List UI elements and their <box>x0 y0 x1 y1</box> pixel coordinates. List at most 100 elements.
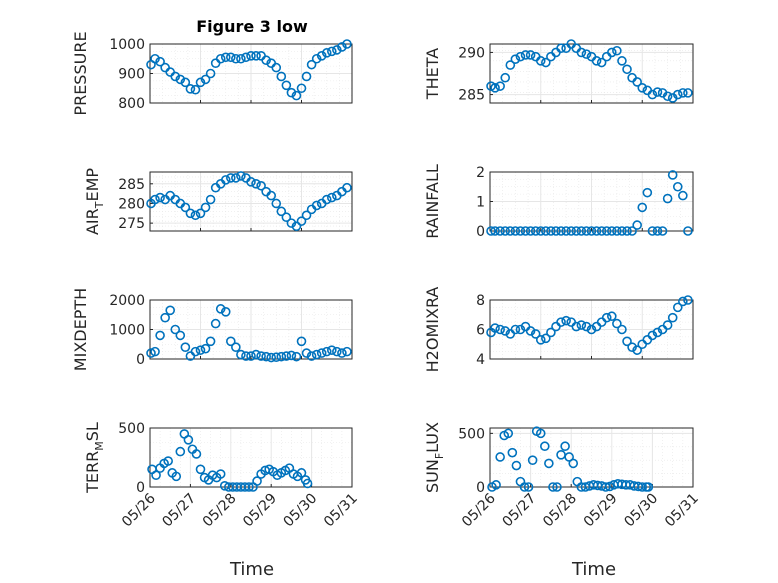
x-tick-label: 05/26 <box>459 490 499 530</box>
data-point <box>301 348 312 358</box>
y-tick-label: 2 <box>476 165 485 181</box>
data-point <box>251 179 261 189</box>
data-point <box>155 192 165 203</box>
data-point <box>541 333 551 344</box>
data-point <box>581 226 592 236</box>
y-tick-label: 6 <box>476 323 485 339</box>
data-point <box>342 182 352 193</box>
x-axis-title-right: Time <box>571 559 616 580</box>
data-point <box>191 449 202 459</box>
data-point <box>622 64 632 75</box>
data-point <box>183 434 194 445</box>
data-point <box>490 83 500 93</box>
data-point <box>170 71 181 82</box>
data-point <box>316 348 327 358</box>
x-tick-label: 05/29 <box>581 491 621 531</box>
data-point <box>546 226 556 236</box>
y-tick-label: 0 <box>136 480 145 496</box>
data-point <box>495 226 505 236</box>
x-tick-label: 05/31 <box>662 491 702 531</box>
y-tick-label: 800 <box>118 96 145 112</box>
data-point <box>503 428 514 439</box>
data-point <box>195 208 206 219</box>
data-point <box>586 226 597 236</box>
data-point <box>678 296 688 307</box>
data-point <box>652 226 663 236</box>
data-point <box>657 226 668 236</box>
data-point <box>606 47 617 58</box>
data-point <box>342 346 352 357</box>
data-point <box>276 206 287 217</box>
data-point <box>520 50 531 60</box>
data-point <box>190 84 201 95</box>
data-point <box>261 351 271 362</box>
data-point <box>612 226 622 236</box>
data-point <box>556 317 566 327</box>
data-point <box>560 441 570 452</box>
data-point <box>291 221 302 232</box>
data-point <box>490 226 500 236</box>
data-point <box>637 83 648 93</box>
y-tick-label: 1000 <box>109 37 145 53</box>
data-point <box>515 51 526 62</box>
data-point <box>286 350 297 361</box>
data-point <box>566 226 577 236</box>
data-point <box>511 460 522 471</box>
data-point <box>667 312 678 323</box>
data-point <box>510 226 521 236</box>
data-point <box>495 452 505 462</box>
axes-frame <box>149 427 353 488</box>
data-point <box>591 226 602 236</box>
data-point <box>606 311 617 322</box>
data-point <box>576 47 587 58</box>
y-axis-title: THETA <box>423 48 442 100</box>
data-point <box>652 327 663 338</box>
data-point <box>337 42 347 52</box>
y-tick-label: 1 <box>476 195 485 211</box>
y-tick-label: 0 <box>476 224 485 240</box>
data-point <box>266 190 277 201</box>
y-tick-label: 900 <box>118 67 145 83</box>
data-point <box>231 53 241 64</box>
data-point <box>541 57 551 68</box>
y-tick-label: 500 <box>458 426 485 442</box>
data-point <box>551 226 561 236</box>
data-point <box>190 210 201 221</box>
data-point <box>175 74 186 85</box>
y-axis-title: MIXDEPTH <box>71 288 90 371</box>
data-point <box>535 56 546 66</box>
data-point <box>296 468 307 478</box>
y-tick-label: 4 <box>476 352 485 368</box>
data-point <box>486 226 496 236</box>
data-point <box>200 202 211 213</box>
data-point <box>210 318 221 329</box>
data-point <box>495 81 505 91</box>
data-point <box>510 54 521 64</box>
data-point <box>195 77 206 88</box>
data-point <box>261 55 271 66</box>
data-point <box>535 335 546 345</box>
data-point <box>246 50 256 61</box>
subplot-6: 4 6 8 H2OMIXRA <box>423 287 694 373</box>
data-point <box>332 45 342 55</box>
data-point <box>190 346 201 357</box>
data-point <box>266 352 277 363</box>
data-point <box>276 351 287 362</box>
data-point <box>215 53 226 64</box>
y-tick-label: 1000 <box>109 323 145 339</box>
y-axis-title: H2OMIXRA <box>423 287 442 373</box>
data-point <box>552 482 562 492</box>
data-point <box>505 60 516 70</box>
y-tick-label: 280 <box>118 196 145 212</box>
data-point <box>571 321 582 332</box>
data-point <box>251 50 261 61</box>
data-point <box>662 320 673 330</box>
data-point <box>236 349 246 360</box>
data-point <box>683 295 693 305</box>
data-point <box>151 470 161 481</box>
data-point <box>180 202 191 213</box>
subplot-2: 285 290 THETA <box>423 39 694 104</box>
data-point <box>205 336 216 347</box>
data-point <box>226 52 236 63</box>
